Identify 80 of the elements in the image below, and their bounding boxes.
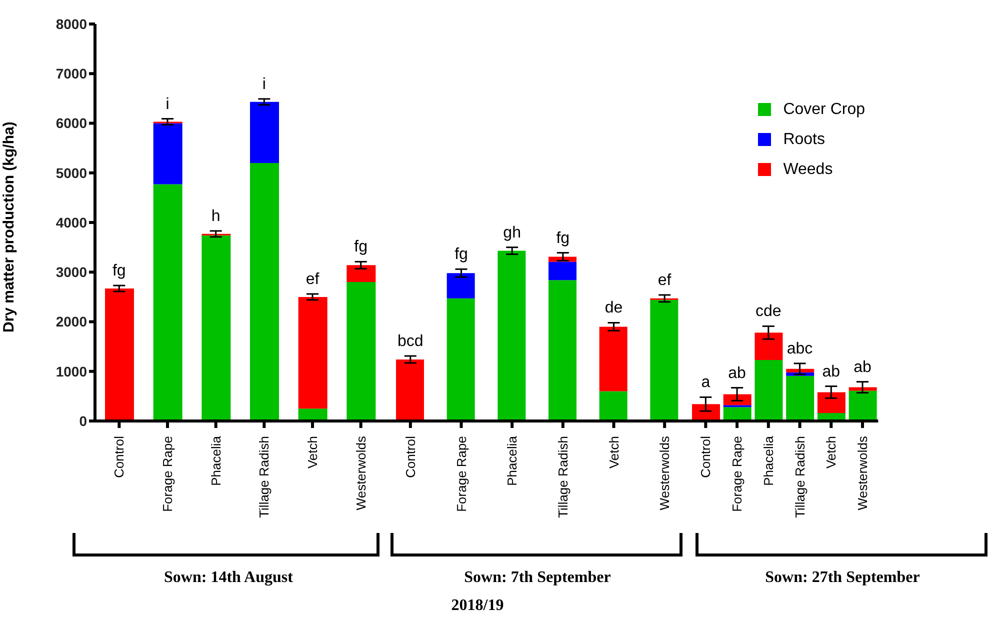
annotation: ef xyxy=(306,270,320,288)
y-tick-label: 3000 xyxy=(56,264,88,280)
bar xyxy=(446,273,475,298)
annotation: fg xyxy=(112,262,126,280)
x-tick-label: Control xyxy=(402,436,418,478)
x-tick-label: Westerwolds xyxy=(353,436,368,510)
legend-label: Roots xyxy=(783,131,825,148)
x-tick-label: Westerwolds xyxy=(657,436,672,510)
x-tick-label: Control xyxy=(698,436,714,478)
x-tick-label: Tillage Radish xyxy=(792,436,808,518)
x-tick-label: Vetch xyxy=(305,436,320,469)
x-axis-title: Sown: 27th September xyxy=(764,569,921,587)
bar xyxy=(599,391,628,421)
bar xyxy=(650,300,678,421)
y-tick-label: 6000 xyxy=(56,115,88,132)
x-axis-title: Sown: 7th September xyxy=(463,569,612,587)
bar xyxy=(548,262,576,280)
bar xyxy=(153,184,182,421)
bar xyxy=(396,359,424,421)
x-axis-title: Sown: 14th August xyxy=(163,569,294,587)
bar xyxy=(105,288,134,421)
annotation: i xyxy=(262,76,266,93)
legend-label: Weeds xyxy=(783,161,833,178)
annotation: ef xyxy=(658,272,672,289)
y-tick-label: 4000 xyxy=(56,214,88,230)
bar xyxy=(250,102,279,163)
y-tick-label: 0 xyxy=(79,412,88,429)
x-tick-label: Forage Rape xyxy=(160,436,175,512)
x-tick-label: Phacelia xyxy=(208,435,224,486)
bar xyxy=(498,250,526,421)
annotation: gh xyxy=(503,224,521,242)
x-tick-label: Phacelia xyxy=(760,435,776,486)
annotation: cde xyxy=(756,303,782,320)
annotation: h xyxy=(211,208,220,225)
bar xyxy=(346,282,376,421)
x-tick-label: Forage Rape xyxy=(730,436,745,512)
bar xyxy=(250,162,279,421)
legend-label: Cover Crop xyxy=(783,101,865,118)
bar xyxy=(723,394,752,406)
x-tick-label: Vetch xyxy=(606,436,622,469)
annotation: fg xyxy=(354,238,368,256)
bar xyxy=(692,404,720,421)
bar xyxy=(298,296,328,409)
x-tick-label: Tillage Radish xyxy=(555,436,570,518)
y-tick-label: 8000 xyxy=(56,16,88,32)
bar xyxy=(599,326,628,392)
x-tick-label: Vetch xyxy=(824,436,839,469)
y-tick-label: 2000 xyxy=(56,314,88,330)
x-tick-label: Westerwolds xyxy=(855,436,870,510)
annotation: de xyxy=(604,300,623,317)
bar xyxy=(786,376,814,421)
bar xyxy=(202,235,231,421)
annotation: fg xyxy=(556,230,570,247)
bar xyxy=(446,298,475,421)
bar xyxy=(754,360,783,421)
annotation: a xyxy=(701,374,710,392)
y-tick-label: 7000 xyxy=(56,66,88,82)
y-tick-label: 5000 xyxy=(56,164,88,181)
text: 2018/19 xyxy=(450,597,505,615)
x-tick-label: Tillage Radish xyxy=(256,436,272,518)
bar xyxy=(153,123,182,184)
bar xyxy=(848,390,877,421)
annotation: ab xyxy=(728,364,746,382)
annotation: abc xyxy=(786,340,813,358)
bar xyxy=(723,407,752,421)
bar xyxy=(754,332,783,360)
annotation: ab xyxy=(854,358,872,376)
annotation: fg xyxy=(454,246,468,264)
x-tick-label: Control xyxy=(112,436,127,478)
x-tick-label: Phacelia xyxy=(504,435,520,486)
annotation: i xyxy=(166,96,170,113)
annotation: ab xyxy=(822,363,840,380)
annotation: bcd xyxy=(398,332,424,350)
bar xyxy=(548,280,576,421)
y-tick-label: 1000 xyxy=(56,363,88,380)
bar xyxy=(786,368,814,372)
y-axis-title: Dry matter production (kg/ha) xyxy=(0,122,18,332)
bar xyxy=(346,265,376,282)
bar xyxy=(817,392,846,414)
x-tick-label: Forage Rape xyxy=(454,436,469,512)
